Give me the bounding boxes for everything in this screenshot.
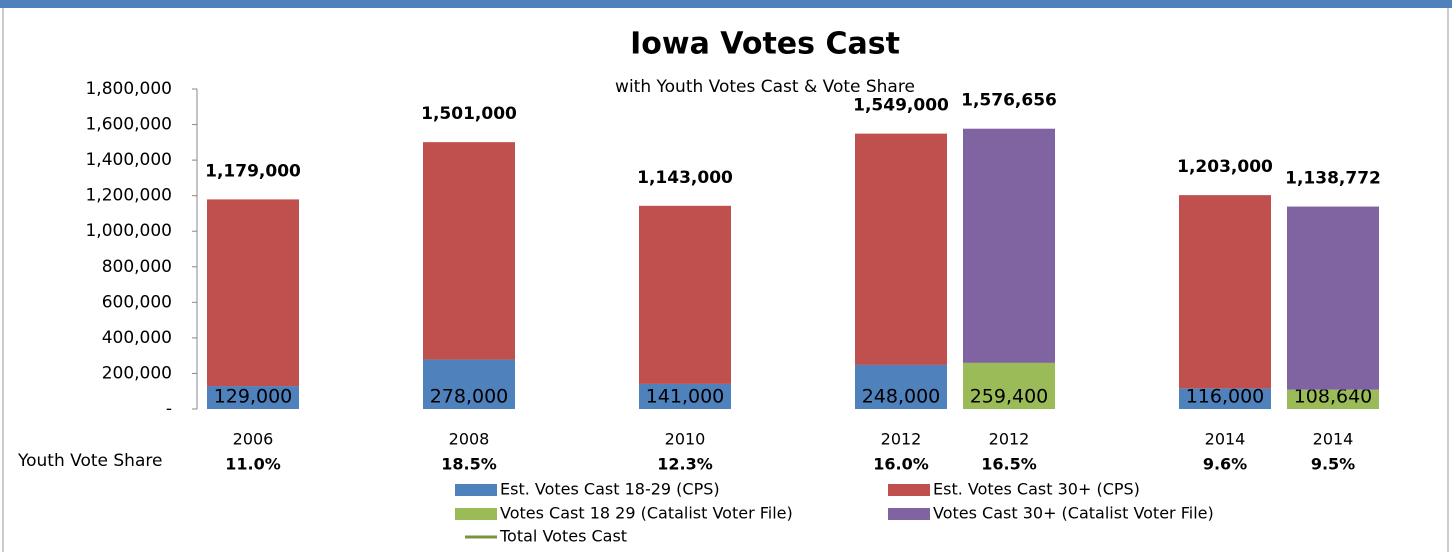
x-tick-label: 2012 [989, 430, 1030, 449]
bar-segment [1287, 206, 1379, 390]
segment-label: 116,000 [1186, 386, 1265, 408]
bar-segment [1179, 195, 1271, 389]
chart-subtitle: with Youth Votes Cast & Vote Share [615, 77, 915, 97]
legend-swatch [455, 484, 497, 496]
total-label: 1,549,000 [853, 96, 949, 116]
y-tick-label: 1,000,000 [85, 221, 172, 241]
share-label: 9.5% [1311, 455, 1355, 474]
bar-segment [423, 142, 515, 360]
y-tick-label: 1,200,000 [85, 186, 172, 206]
bar-segment [639, 383, 731, 409]
legend-label: Est. Votes Cast 18-29 (CPS) [500, 480, 720, 499]
bar-segment [963, 128, 1055, 363]
share-label: 16.0% [873, 455, 929, 474]
total-label: 1,179,000 [205, 161, 301, 181]
bar-segment [639, 205, 731, 384]
bar-segment [855, 364, 947, 409]
chart-title: Iowa Votes Cast [630, 27, 900, 62]
y-tick-label: 1,600,000 [85, 115, 172, 135]
y-tick-label: - [166, 399, 172, 419]
y-tick-label: 1,400,000 [85, 150, 172, 170]
segment-label: 278,000 [430, 386, 509, 408]
x-tick-label: 2014 [1205, 430, 1246, 449]
segment-label: 129,000 [214, 386, 293, 408]
bar-segment [423, 359, 515, 409]
x-tick-label: 2008 [449, 430, 490, 449]
total-label: 1,138,772 [1285, 169, 1381, 189]
share-label: 16.5% [981, 455, 1037, 474]
bar-segment [207, 386, 299, 409]
total-label: 1,143,000 [637, 168, 733, 188]
legend-label: Votes Cast 30+ (Catalist Voter File) [933, 504, 1214, 523]
y-tick-label: 1,800,000 [85, 79, 172, 99]
y-tick-label: 800,000 [102, 257, 172, 277]
x-tick-label: 2010 [665, 430, 706, 449]
bar-segment [855, 133, 947, 365]
total-label: 1,576,656 [961, 91, 1057, 111]
total-label: 1,501,000 [421, 104, 517, 124]
legend-swatch [888, 484, 930, 496]
segment-label: 259,400 [970, 386, 1049, 408]
legend-label: Est. Votes Cast 30+ (CPS) [933, 480, 1140, 499]
bar-segment [207, 199, 299, 387]
bar-segment [963, 362, 1055, 409]
x-tick-label: 2012 [881, 430, 922, 449]
segment-label: 141,000 [646, 386, 725, 408]
y-tick-label: 400,000 [102, 328, 172, 348]
top-border [0, 0, 1452, 8]
legend-swatch [455, 508, 497, 520]
total-label: 1,203,000 [1177, 157, 1273, 177]
segment-label: 108,640 [1294, 386, 1373, 408]
share-row-label: Youth Vote Share [17, 451, 162, 471]
bar-segment [1179, 388, 1271, 409]
y-tick-label: 600,000 [102, 292, 172, 312]
segment-label: 248,000 [862, 386, 941, 408]
legend-label: Votes Cast 18 29 (Catalist Voter File) [500, 504, 793, 523]
bar-segment [1287, 389, 1379, 409]
share-label: 12.3% [657, 455, 713, 474]
legend-swatch [888, 508, 930, 520]
share-label: 18.5% [441, 455, 497, 474]
share-label: 9.6% [1203, 455, 1247, 474]
x-tick-label: 2014 [1313, 430, 1354, 449]
legend-label: Total Votes Cast [499, 527, 627, 546]
x-tick-label: 2006 [233, 430, 274, 449]
share-label: 11.0% [225, 455, 281, 474]
y-tick-label: 200,000 [102, 363, 172, 383]
